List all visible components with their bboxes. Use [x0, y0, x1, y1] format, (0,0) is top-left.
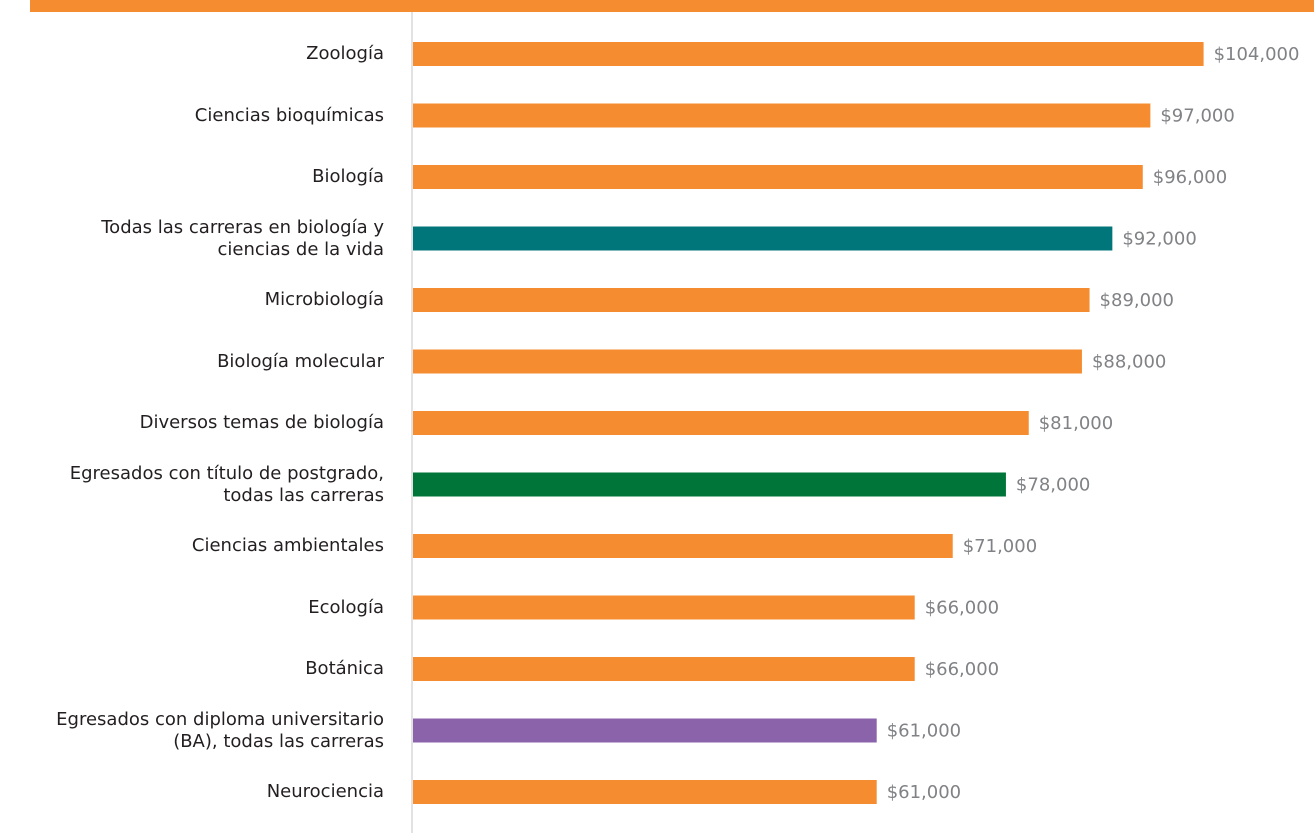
category-label: Diversos temas de biología [139, 412, 384, 433]
value-label: $66,000 [925, 659, 999, 680]
value-label: $78,000 [1016, 475, 1090, 496]
value-label: $71,000 [963, 536, 1037, 557]
bar [413, 165, 1143, 189]
bar [413, 411, 1029, 435]
value-label: $92,000 [1122, 229, 1196, 250]
value-label: $104,000 [1214, 44, 1300, 65]
bar [413, 657, 915, 681]
value-label: $61,000 [887, 782, 961, 803]
category-label: Egresados con título de postgrado, todas… [69, 462, 384, 506]
bar [413, 718, 877, 743]
bar [413, 103, 1151, 128]
category-label: Biología [312, 166, 384, 187]
bar [413, 534, 953, 558]
category-label: Neurociencia [266, 781, 384, 802]
category-label: Ciencias ambientales [191, 535, 384, 556]
category-label: Ecología [308, 596, 384, 618]
bar [413, 472, 1006, 497]
bar [413, 349, 1082, 374]
category-label: Zoología [306, 43, 384, 64]
category-label: Ciencias bioquímicas [194, 104, 384, 126]
header-band [30, 0, 1314, 12]
category-label: Microbiología [264, 289, 384, 310]
category-label: Todas las carreras en biología y ciencia… [101, 216, 384, 260]
category-label: Egresados con diploma universitario (BA)… [56, 708, 384, 752]
value-label: $81,000 [1039, 413, 1113, 434]
value-label: $96,000 [1153, 167, 1227, 188]
bar [413, 42, 1204, 66]
category-label: Biología molecular [217, 350, 384, 372]
bar [413, 288, 1090, 312]
value-label: $89,000 [1100, 290, 1174, 311]
bar [413, 226, 1113, 251]
category-label: Botánica [305, 658, 384, 679]
value-label: $66,000 [925, 598, 999, 619]
value-label: $88,000 [1092, 352, 1166, 373]
value-label: $97,000 [1160, 106, 1234, 127]
bar [413, 595, 915, 620]
bar [413, 780, 877, 804]
value-label: $61,000 [887, 721, 961, 742]
